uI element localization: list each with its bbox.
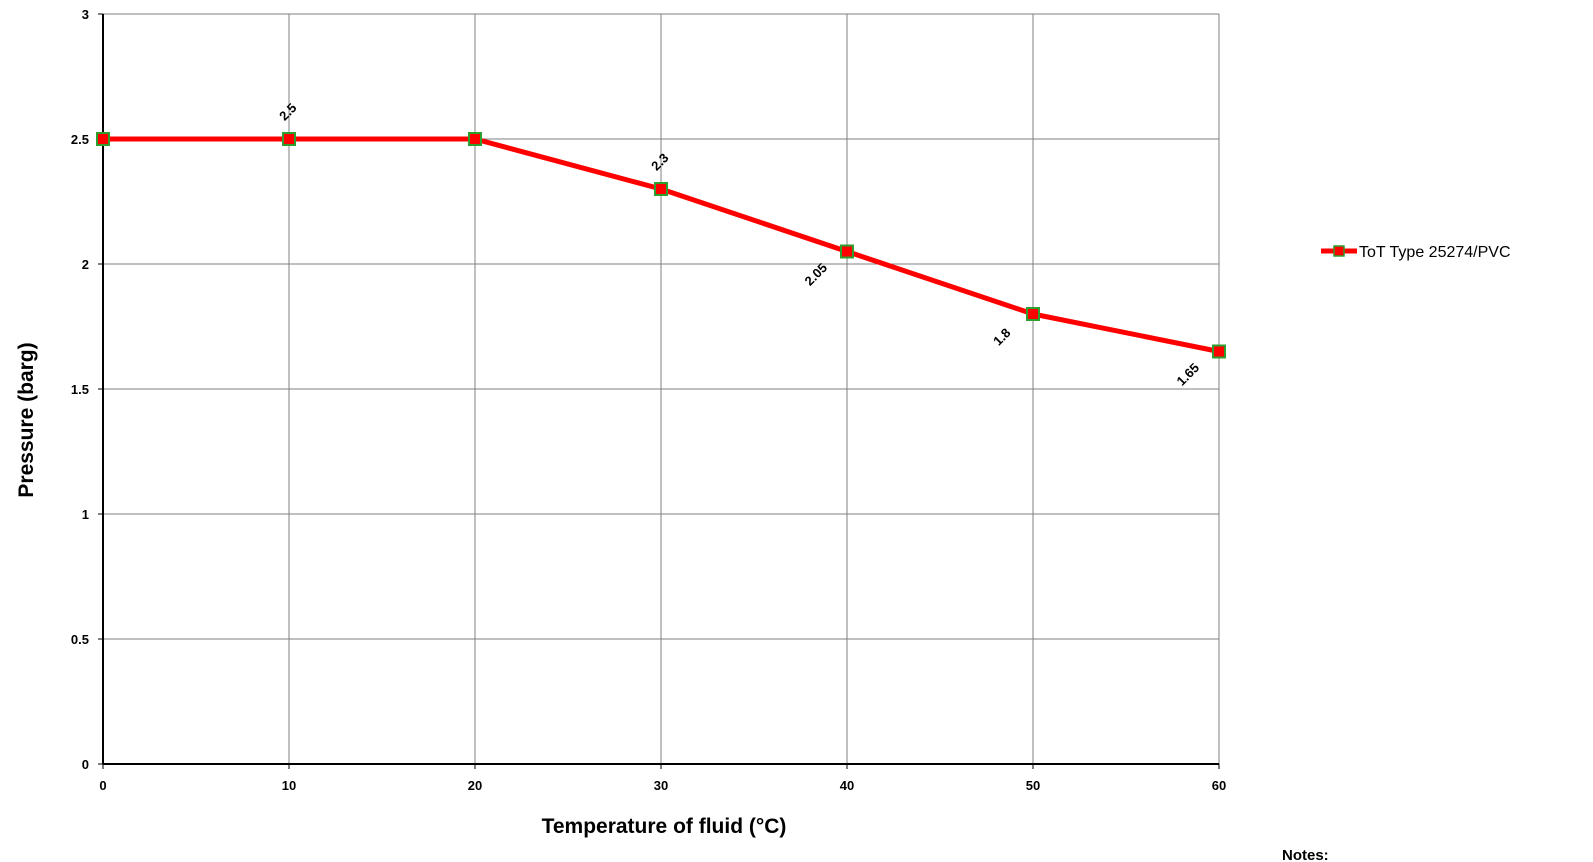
data-point-marker [840,244,854,259]
x-tick-label: 50 [1026,778,1040,793]
y-tick-labels: 0 0.5 1 1.5 2 2.5 3 [71,7,89,772]
x-tick-label: 10 [282,778,296,793]
data-labels: 2.52.32.051.81.65 [276,100,1202,388]
y-axis-title: Pressure (barg) [15,342,38,497]
y-tick-label: 2 [82,257,89,272]
x-tick-label: 60 [1212,778,1226,793]
data-label: 2.5 [276,100,299,123]
legend-marker-swatch [1333,245,1345,257]
x-tick-label: 0 [99,778,106,793]
y-tick-label: 3 [82,7,89,22]
y-tick-label: 1 [82,507,89,522]
axes [98,13,1220,769]
y-tick-label: 2.5 [71,132,89,147]
grid [103,13,1220,764]
data-point-marker [96,132,110,146]
x-tick-label: 30 [654,778,668,793]
data-label: 2.3 [648,150,671,173]
data-point-marker [468,132,482,146]
data-point-marker [1212,344,1226,359]
data-point-marker [654,182,668,196]
x-tick-labels: 0 10 20 30 40 50 60 [99,778,1226,793]
data-point-marker [282,132,296,146]
legend: ToT Type 25274/PVC [1321,244,1511,261]
series-group [96,132,1226,359]
y-tick-label: 1.5 [71,382,89,397]
notes-label: Notes: [1282,847,1329,862]
y-tick-label: 0 [82,757,89,772]
y-tick-label: 0.5 [71,632,89,647]
legend-label: ToT Type 25274/PVC [1359,244,1511,261]
x-axis-title: Temperature of fluid (°C) [542,815,787,838]
data-label: 1.65 [1174,360,1203,389]
x-tick-label: 20 [468,778,482,793]
x-tick-label: 40 [840,778,854,793]
data-label: 1.8 [990,325,1013,348]
data-point-marker [1026,307,1040,321]
